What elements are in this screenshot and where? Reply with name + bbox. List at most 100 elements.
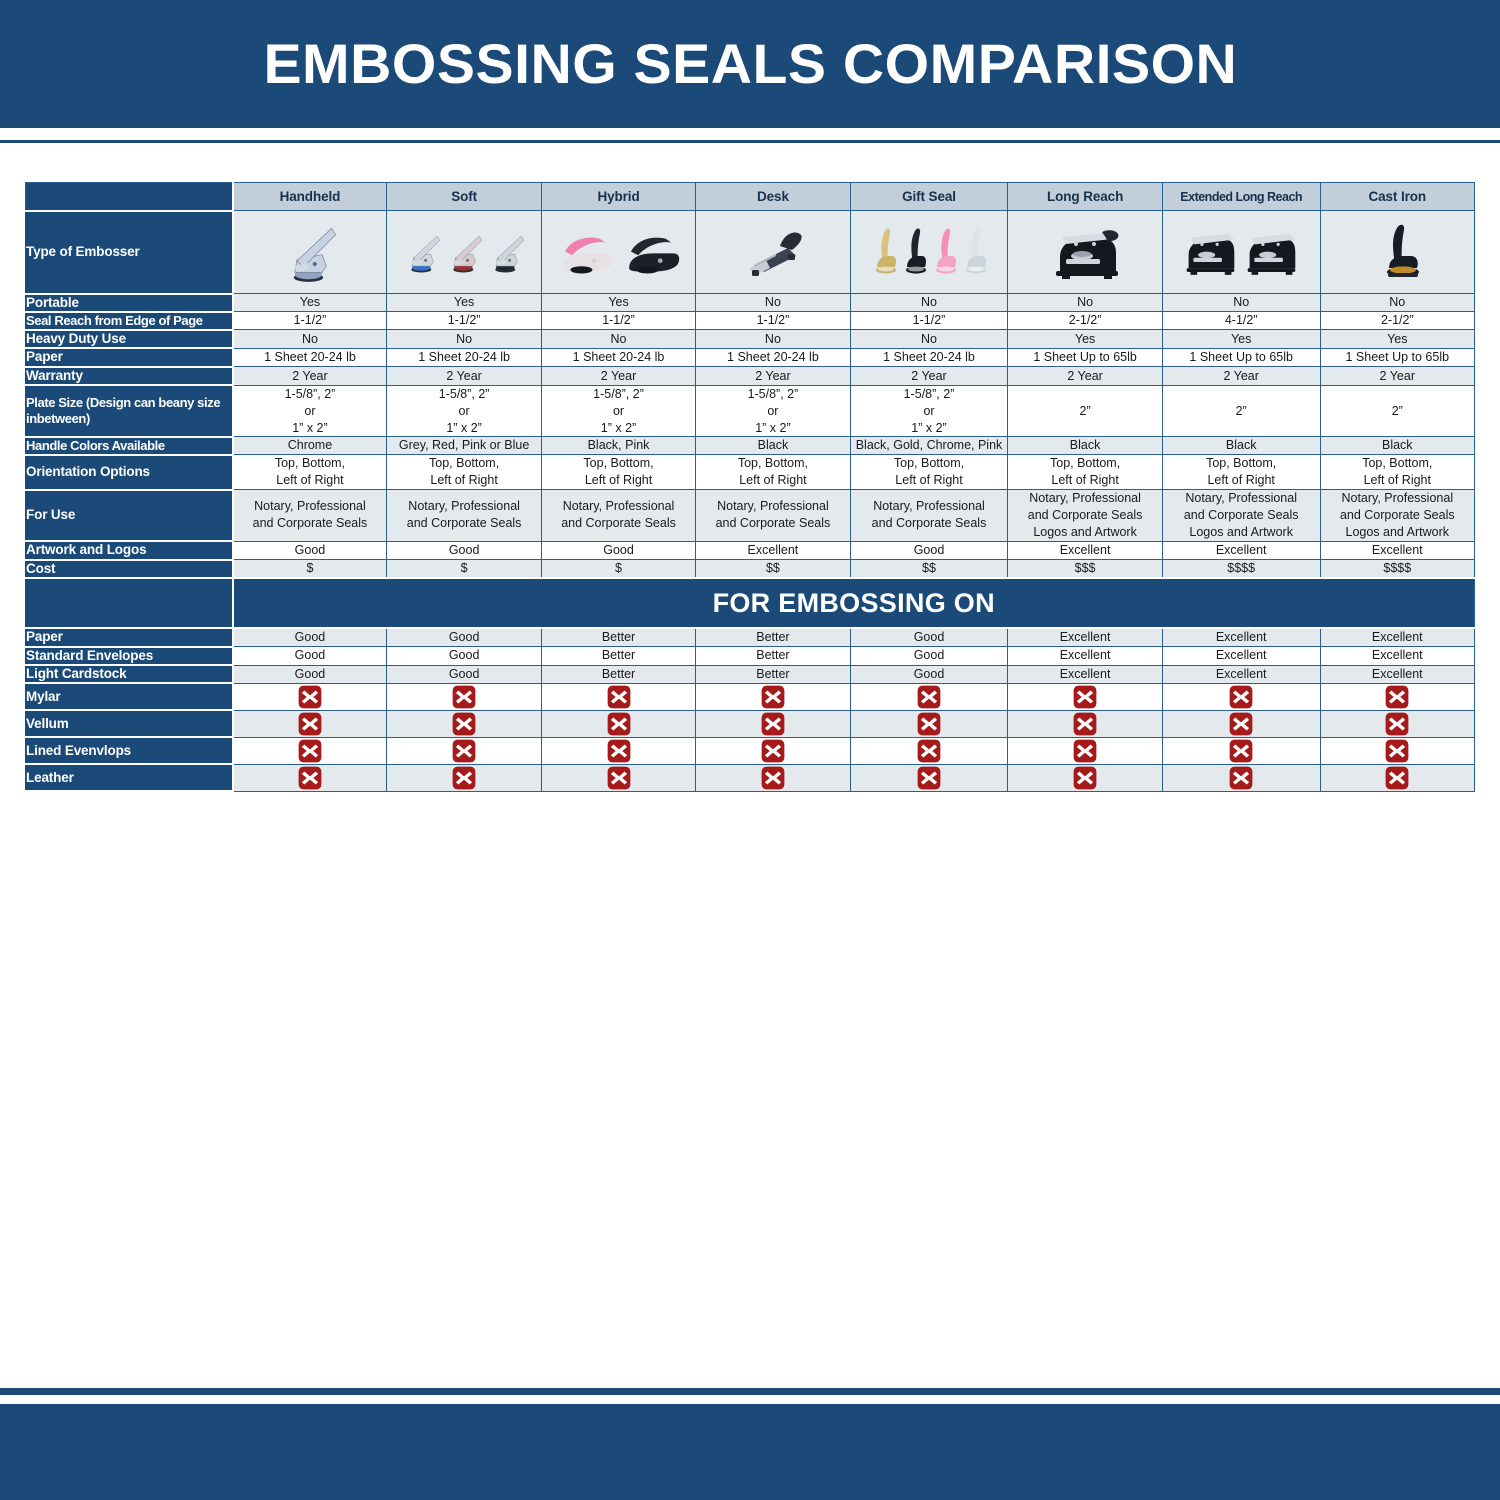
table-row: Lined Evenvlops [25,736,1476,766]
cell-paper-handheld: 1 Sheet 20-24 lb [231,347,388,368]
cell-handle-colors-available-gift_seal: Black, Gold, Chrome, Pink [849,436,1009,456]
column-header-handheld: Handheld [231,182,388,211]
cell-artwork-and-logos-cast_iron: Excellent [1319,540,1476,561]
cell-paper-hybrid: Better [540,627,697,648]
embosser-image-cell-cast_iron [1319,210,1476,294]
cell-paper-gift_seal: 1 Sheet 20-24 lb [849,347,1009,368]
soft-embossers-blue-red-black [389,213,538,291]
cell-seal-reach-from-edge-of-page-desk: 1-1/2” [695,311,851,331]
table-row: Type of Embosser [25,209,1476,295]
cell-lined-evenvlops-soft [386,736,542,765]
red-x-icon [760,765,786,791]
cell-paper-cast_iron: 1 Sheet Up to 65lb [1319,347,1476,368]
red-x-icon [451,738,477,764]
row-label-paper: Paper [25,627,234,648]
cell-leather-gift_seal [849,763,1009,792]
cell-portable-extended_long_reach: No [1161,292,1321,313]
cell-standard-envelopes-desk: Better [695,646,851,666]
cell-portable-gift_seal: No [849,292,1009,313]
red-x-icon [451,765,477,791]
row-label-mylar: Mylar [25,682,234,712]
cell-lined-evenvlops-cast_iron [1319,736,1476,765]
cell-warranty-gift_seal: 2 Year [849,366,1009,386]
cell-plate-size-design-can-beany-size-inbetween-soft: 1-5/8”, 2” or 1” x 2” [386,384,542,438]
cell-orientation-options-soft: Top, Bottom, Left of Right [386,454,542,490]
cell-heavy-duty-use-desk: No [695,329,851,349]
cell-portable-desk: No [695,292,851,313]
cell-for-use-cast_iron: Notary, Professional and Corporate Seals L… [1319,489,1476,542]
cell-light-cardstock-desk: Better [695,664,851,684]
red-x-icon [1384,684,1410,710]
cell-paper-extended_long_reach: Excellent [1161,627,1321,648]
banner-divider-rule [0,138,1500,145]
cell-artwork-and-logos-long_reach: Excellent [1007,540,1163,561]
column-header-extended_long_reach: Extended Long Reach [1161,182,1321,211]
cell-cost-gift_seal: $$ [849,559,1009,579]
cell-orientation-options-long_reach: Top, Bottom, Left of Right [1007,454,1163,490]
cell-handle-colors-available-desk: Black [695,436,851,456]
red-x-icon [297,765,323,791]
table-row: Paper Good Good Better Better Good Excellent Ex… [25,627,1476,648]
cell-cost-cast_iron: $$$$ [1319,559,1476,579]
cell-light-cardstock-soft: Good [386,664,542,684]
cell-lined-evenvlops-handheld [231,736,388,765]
cell-warranty-extended_long_reach: 2 Year [1161,366,1321,386]
cell-handle-colors-available-soft: Grey, Red, Pink or Blue [386,436,542,456]
cell-artwork-and-logos-soft: Good [386,540,542,561]
cell-seal-reach-from-edge-of-page-handheld: 1-1/2” [231,311,388,331]
row-label-plate-size-design-can-beany-size-inbetween: Plate Size (Design can beany size inbetw… [25,384,234,438]
cell-heavy-duty-use-cast_iron: Yes [1319,329,1476,349]
cell-standard-envelopes-soft: Good [386,646,542,666]
cell-paper-cast_iron: Excellent [1319,627,1476,648]
cell-vellum-handheld [231,709,388,738]
cell-orientation-options-gift_seal: Top, Bottom, Left of Right [849,454,1009,490]
cell-leather-desk [695,763,851,792]
cell-for-use-extended_long_reach: Notary, Professional and Corporate Seals L… [1161,489,1321,542]
page-footer [0,1404,1500,1500]
long-reach-embosser-black [1010,213,1159,291]
cell-lined-evenvlops-long_reach [1007,736,1163,765]
column-header-desk: Desk [695,182,851,211]
footer-divider-rule [0,1388,1500,1398]
column-header-long_reach: Long Reach [1007,182,1163,211]
cell-mylar-desk [695,682,851,711]
red-x-icon [606,711,632,737]
red-x-icon [606,684,632,710]
table-corner-cell [25,182,234,211]
cell-plate-size-design-can-beany-size-inbetween-cast_iron: 2” [1319,384,1476,438]
cell-vellum-extended_long_reach [1161,709,1321,738]
cell-leather-hybrid [540,763,697,792]
table-row: Leather [25,763,1476,793]
cell-handle-colors-available-long_reach: Black [1007,436,1163,456]
cell-orientation-options-extended_long_reach: Top, Bottom, Left of Right [1161,454,1321,490]
column-header-cast_iron: Cast Iron [1319,182,1476,211]
red-x-icon [1384,765,1410,791]
cell-warranty-handheld: 2 Year [231,366,388,386]
embosser-image-cell-gift_seal [849,210,1009,294]
row-label-heavy-duty-use: Heavy Duty Use [25,328,234,350]
cell-warranty-soft: 2 Year [386,366,542,386]
cell-heavy-duty-use-soft: No [386,329,542,349]
cell-light-cardstock-gift_seal: Good [849,664,1009,684]
table-row: Standard Envelopes Good Good Better Better Go… [25,645,1476,667]
red-x-icon [760,684,786,710]
row-label-leather: Leather [25,763,234,793]
cell-for-use-desk: Notary, Professional and Corporate Seals [695,489,851,542]
table-row: For Use Notary, Professional and Corporate… [25,488,1476,543]
red-x-icon [451,711,477,737]
table-row: Handle Colors Available Chrome Grey, Red, … [25,435,1476,456]
cell-light-cardstock-extended_long_reach: Excellent [1161,664,1321,684]
cell-artwork-and-logos-desk: Excellent [695,540,851,561]
comparison-table-body: Handheld Soft Hybrid Desk Gift Seal Long Reac… [25,182,1476,793]
table-row: Orientation Options Top, Bottom, Left of R… [25,453,1476,491]
cell-paper-desk: 1 Sheet 20-24 lb [695,347,851,368]
cell-mylar-extended_long_reach [1161,682,1321,711]
section-band-title: FOR EMBOSSING ON [232,577,1475,630]
cell-standard-envelopes-long_reach: Excellent [1007,646,1163,666]
cell-warranty-cast_iron: 2 Year [1319,366,1476,386]
cell-plate-size-design-can-beany-size-inbetween-extended_long_reach: 2” [1161,384,1321,438]
cell-portable-hybrid: Yes [540,292,697,313]
cell-handle-colors-available-cast_iron: Black [1319,436,1476,456]
cell-standard-envelopes-gift_seal: Good [849,646,1009,666]
red-x-icon [916,711,942,737]
